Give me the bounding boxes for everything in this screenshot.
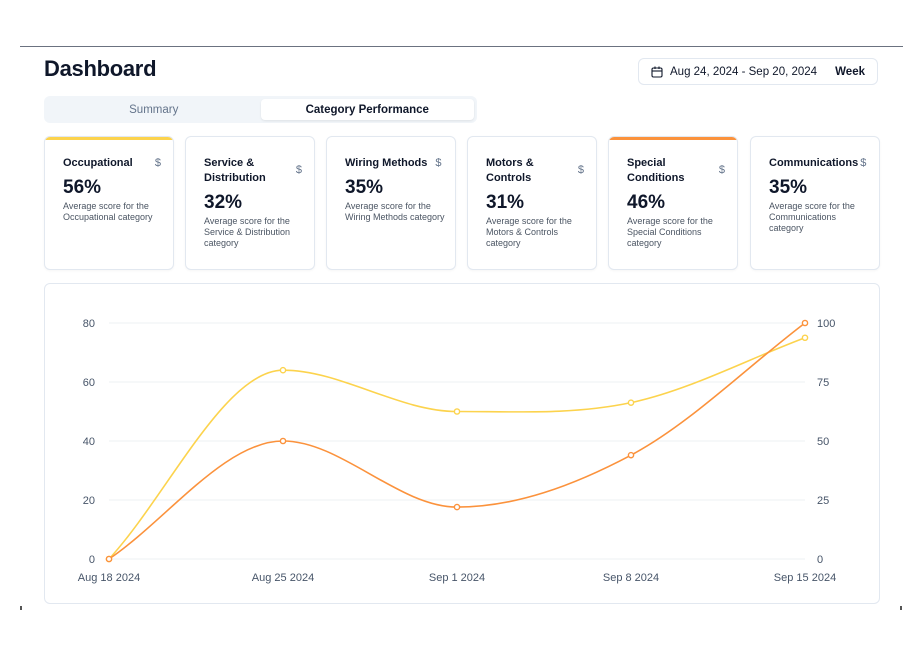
card-title: Special Conditions (627, 157, 685, 184)
data-point (453, 503, 461, 511)
card-value: 56% (63, 177, 102, 198)
card-description: Average score for the Wiring Methods cat… (345, 201, 445, 222)
card-wiring-methods[interactable]: Wiring Methods $ 35% Average score for th… (326, 136, 456, 270)
calendar-icon (651, 66, 663, 78)
tab-category-performance[interactable]: Category Performance (260, 99, 474, 120)
category-cards: Occupational $ 56% Average score for the … (44, 136, 880, 270)
card-occupational[interactable]: Occupational $ 56% Average score for the … (44, 136, 174, 270)
card-service-distribution[interactable]: Service & Distribution $ 32% Average scor… (185, 136, 315, 270)
tab-summary[interactable]: Summary (129, 103, 179, 116)
data-point (627, 399, 635, 406)
y-right-tick-label: 50 (817, 436, 829, 448)
performance-line-chart: 0 20 40 60 80 0 25 50 75 100 Aug 18 2024 Aug 25 202… (78, 318, 836, 584)
card-accent-bar (609, 137, 737, 140)
card-title: Occupational (63, 157, 133, 169)
data-point (453, 408, 461, 415)
card-accent-bar (45, 137, 173, 140)
view-tabs: Summary Category Performance (44, 96, 477, 123)
data-point (279, 366, 287, 374)
date-range-label: Aug 24, 2024 - Sep 20, 2024 (670, 65, 818, 78)
card-description: Average score for the Service & Distribu… (204, 216, 291, 248)
data-point (801, 334, 809, 342)
data-point (279, 437, 287, 445)
scroll-edge-mark (900, 606, 902, 610)
card-title: Communications (769, 157, 859, 169)
card-description: Average score for the Occupational categ… (63, 201, 153, 222)
x-tick-label: Sep 8 2024 (603, 572, 659, 584)
x-tick-label: Sep 1 2024 (429, 572, 485, 584)
card-title: Wiring Methods (345, 157, 428, 169)
y-right-tick-label: 25 (817, 495, 829, 507)
card-description: Average score for the Special Conditions… (627, 216, 713, 248)
y-left-tick-label: 60 (83, 377, 95, 389)
granularity-label: Week (835, 65, 865, 78)
card-title: Motors & Controls (486, 157, 534, 184)
performance-chart-panel: 0 20 40 60 80 0 25 50 75 100 Aug 18 2024 Aug 25 202… (44, 283, 880, 604)
card-value: 35% (769, 177, 808, 198)
card-description: Average score for the Motors & Controls … (486, 216, 572, 248)
card-value: 35% (345, 177, 384, 198)
y-left-tick-label: 80 (83, 318, 95, 330)
x-tick-label: Aug 18 2024 (78, 572, 140, 584)
dollar-icon: $ (154, 157, 161, 169)
y-left-tick-label: 40 (83, 436, 95, 448)
card-title: Service & Distribution (204, 157, 266, 184)
dollar-icon: $ (860, 157, 867, 169)
series-line-0 (108, 337, 806, 560)
card-value: 32% (204, 192, 243, 213)
scroll-edge-mark (20, 606, 22, 610)
date-range-picker-button[interactable]: Aug 24, 2024 - Sep 20, 2024 Week (638, 58, 878, 85)
y-left-tick-label: 0 (89, 554, 95, 566)
data-point (627, 451, 635, 459)
header-divider (20, 46, 903, 47)
y-right-tick-label: 75 (817, 377, 829, 389)
x-tick-label: Sep 15 2024 (774, 572, 836, 584)
card-value: 31% (486, 192, 525, 213)
y-right-tick-label: 0 (817, 554, 823, 566)
dollar-icon: $ (295, 164, 302, 176)
x-tick-label: Aug 25 2024 (252, 572, 314, 584)
card-value: 46% (627, 192, 666, 213)
card-communications[interactable]: Communications $ 35% Average score for th… (750, 136, 880, 270)
dollar-icon: $ (577, 164, 584, 176)
page-title: Dashboard (44, 56, 157, 81)
data-point (801, 319, 809, 327)
card-description: Average score for the Communications cat… (769, 201, 855, 233)
dollar-icon: $ (718, 164, 725, 176)
y-left-tick-label: 20 (83, 495, 95, 507)
card-motors-controls[interactable]: Motors & Controls $ 31% Average score for… (467, 136, 597, 270)
dollar-icon: $ (435, 157, 442, 169)
y-right-tick-label: 100 (817, 318, 835, 330)
card-special-conditions[interactable]: Special Conditions $ 46% Average score fo… (608, 136, 738, 270)
data-point (105, 555, 113, 563)
